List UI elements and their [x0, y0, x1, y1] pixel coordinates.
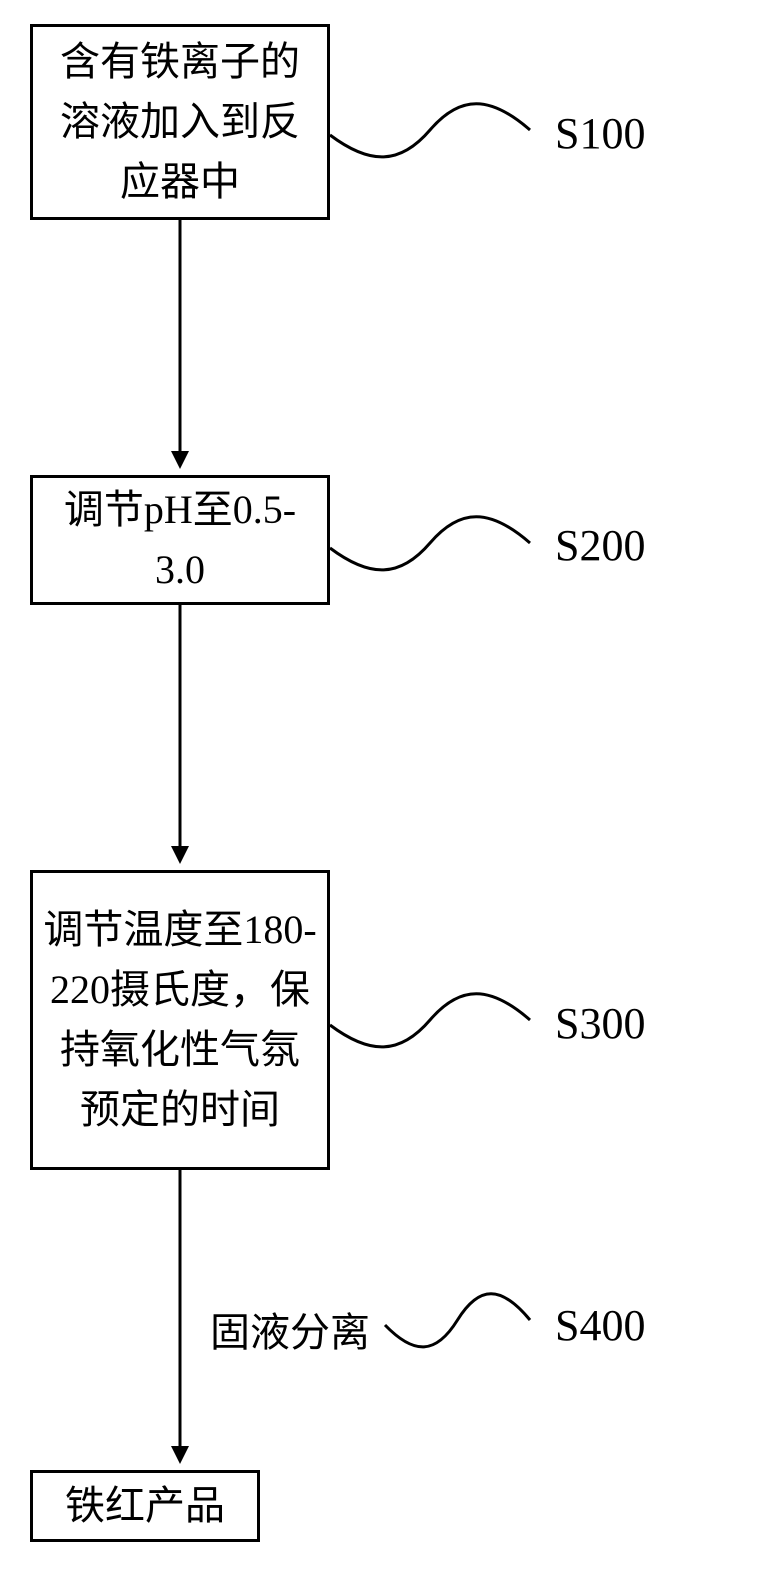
flowchart-canvas: 含有铁离子的溶液加入到反应器中 调节pH至0.5-3.0 调节温度至180-22…: [0, 0, 762, 1580]
connectors-overlay: [0, 0, 762, 1580]
